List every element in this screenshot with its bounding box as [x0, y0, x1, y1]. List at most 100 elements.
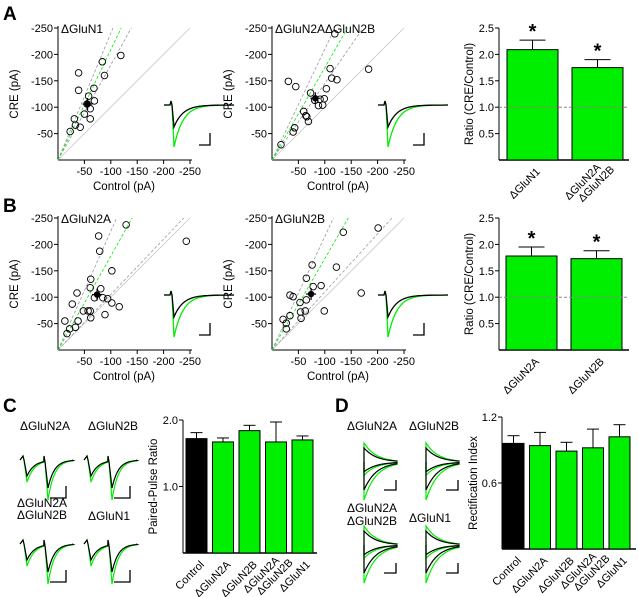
control-trace [363, 545, 398, 574]
data-point [302, 274, 311, 282]
control-trace [363, 545, 398, 556]
scale-bar [50, 570, 67, 583]
mean-point [93, 291, 101, 298]
data-point [86, 115, 94, 123]
y-tick-label: -200 [31, 49, 53, 61]
y-tick-label: -250 [245, 213, 267, 225]
x-tick-label: -100 [314, 356, 336, 368]
confidence-line [57, 27, 132, 161]
trace-example-c: ΔGluN2AΔGluN2B [17, 496, 76, 585]
y-tick-label: 0.6 [482, 478, 497, 490]
data-point [303, 112, 311, 121]
data-point [357, 289, 365, 297]
y-tick-label: -200 [245, 239, 267, 251]
data-point [108, 299, 116, 307]
scale-bar [114, 570, 131, 583]
data-point [364, 65, 373, 73]
confidence-line [271, 27, 364, 161]
data-point [68, 300, 77, 308]
data-point [339, 228, 348, 237]
scale-bar [384, 480, 397, 491]
data-point [71, 121, 80, 129]
y-tick-label: -150 [245, 76, 267, 88]
mean-point [84, 100, 91, 108]
data-point [182, 237, 191, 245]
scatter-A1: -50 -50 -100 -100 -150 -150 -200 -200 -250 -250 Co… [9, 22, 235, 193]
y-tick-label: 2.0 [479, 49, 494, 61]
data-point [86, 275, 95, 283]
data-point [296, 298, 304, 307]
fit-line [271, 27, 348, 161]
control-trace [83, 538, 140, 573]
y-tick-label: -200 [245, 49, 267, 61]
data-point [301, 307, 310, 315]
control-trace [425, 529, 460, 545]
trace-example-c: ΔGluN2A [19, 419, 76, 501]
data-point [100, 71, 109, 80]
data-point [289, 292, 297, 301]
x-tick-label: -250 [393, 356, 415, 368]
data-point [332, 263, 341, 271]
cre-trace [425, 545, 460, 584]
cre-trace [363, 545, 398, 584]
data-point [84, 92, 93, 100]
bar [608, 436, 631, 550]
scale-bar [199, 323, 211, 336]
control-trace [425, 545, 460, 556]
data-point [97, 285, 105, 293]
y-tick-label: 1.5 [479, 266, 494, 278]
data-point [80, 110, 89, 118]
data-point [99, 293, 107, 302]
x-axis-label: Control (pA) [307, 181, 369, 193]
data-point [320, 95, 329, 103]
data-point [317, 281, 325, 290]
scale-bar [413, 323, 425, 336]
scale-bar [446, 563, 459, 574]
significance-star: * [593, 232, 601, 254]
bar [505, 255, 558, 351]
data-point [282, 319, 291, 327]
y-tick-label: 2.5 [479, 213, 494, 225]
data-point [86, 314, 95, 322]
data-point [94, 232, 103, 240]
y-tick-label: -250 [245, 23, 267, 35]
scale-bar [446, 480, 459, 491]
data-point [289, 128, 297, 136]
data-point [306, 89, 315, 97]
trace-label: ΔGluN2A [347, 501, 397, 515]
bar [571, 67, 624, 161]
x-tick-label: -150 [126, 356, 148, 368]
trace-label: ΔGluN2B [347, 514, 397, 528]
y-tick-label: 1.5 [479, 76, 494, 88]
control-trace [425, 545, 460, 574]
data-point [103, 295, 112, 303]
cre-trace [83, 538, 139, 585]
bar [529, 445, 551, 550]
y-axis-label: Paired-Pulse Ratio [148, 439, 160, 535]
data-point [108, 267, 116, 275]
data-point [284, 77, 293, 86]
trace-label: ΔGluN2A [17, 496, 67, 510]
y-tick-label: -250 [31, 213, 53, 225]
y-axis-label: Ratio (CRE/Control) [464, 233, 476, 335]
data-point [71, 323, 80, 332]
trace-label: ΔGluN2B [88, 419, 138, 433]
data-point [304, 117, 313, 126]
data-point [86, 283, 94, 292]
x-tick-label: -250 [393, 166, 415, 178]
x-tick-label: -50 [290, 356, 306, 368]
data-point [320, 307, 329, 315]
control-trace [19, 454, 76, 489]
scale-bar [114, 486, 131, 499]
x-axis-label: Control (pA) [93, 181, 155, 193]
trace-example-d: ΔGluN2B [409, 419, 460, 501]
y-axis-label: CRE (pA) [9, 69, 21, 118]
data-point [76, 123, 84, 132]
data-point [74, 317, 82, 325]
cre-trace [363, 462, 398, 501]
trace-example-d: ΔGluN1 [409, 511, 460, 584]
data-point [326, 64, 334, 73]
